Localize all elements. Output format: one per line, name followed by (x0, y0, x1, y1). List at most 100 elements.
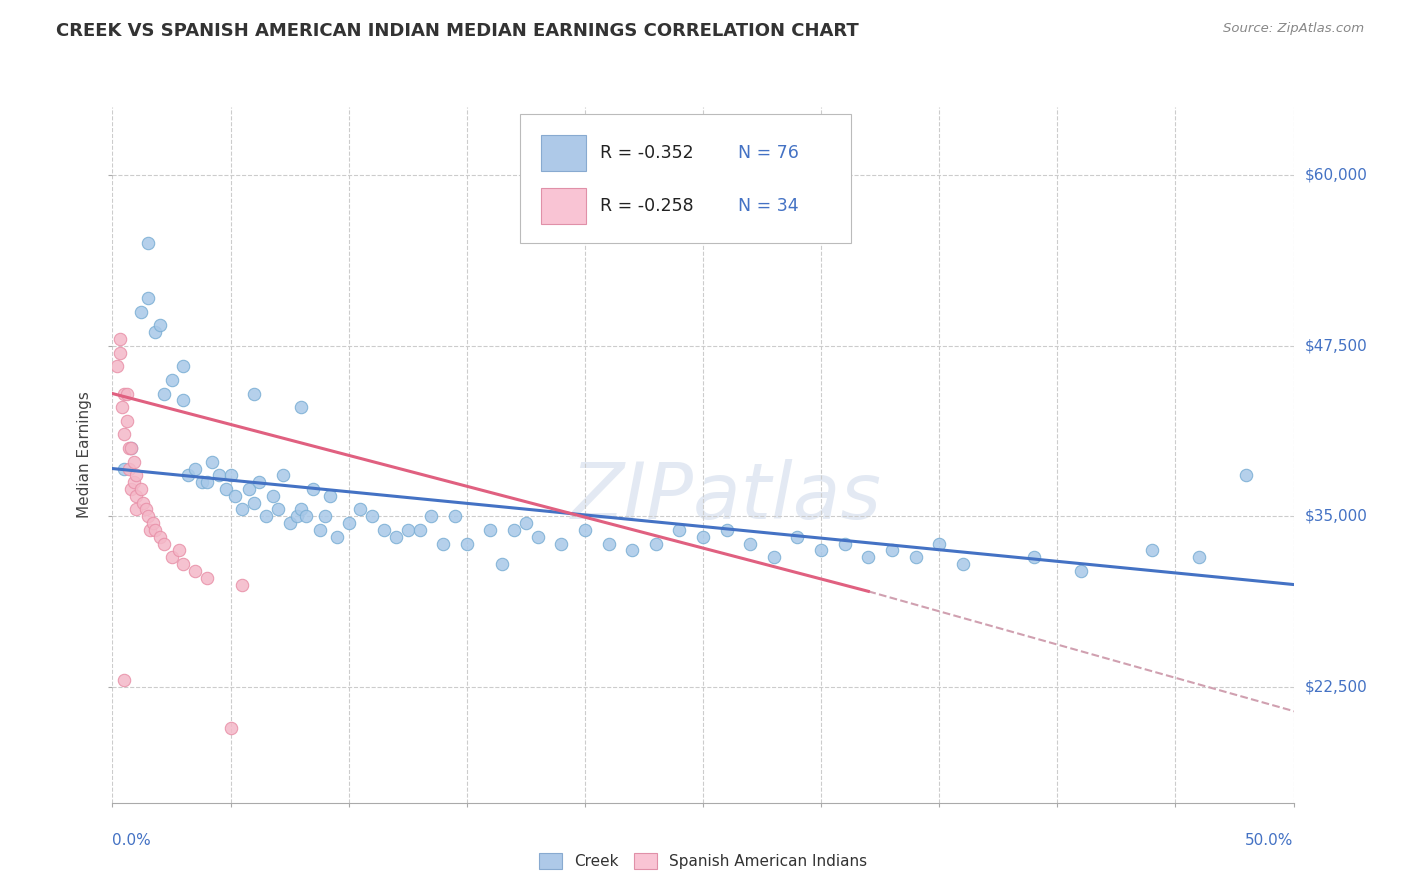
Point (115, 386, 138, 401)
Point (129, 482, 152, 496)
FancyBboxPatch shape (541, 135, 586, 171)
Point (143, 523, 166, 537)
Point (160, 550, 183, 565)
Point (172, 557, 194, 571)
Legend: Creek, Spanish American Indians: Creek, Spanish American Indians (533, 847, 873, 875)
Point (132, 496, 155, 510)
Point (129, 304, 152, 318)
Point (122, 455, 145, 469)
Point (184, 564, 207, 578)
Point (349, 502, 371, 516)
Point (309, 523, 332, 537)
FancyBboxPatch shape (520, 114, 851, 243)
Point (243, 496, 266, 510)
Point (550, 536, 572, 550)
Point (177, 468, 200, 483)
Point (574, 523, 596, 537)
Point (108, 345, 131, 359)
Point (224, 489, 246, 503)
Point (668, 523, 690, 537)
Point (762, 550, 785, 565)
Point (1140, 543, 1163, 558)
Point (139, 523, 162, 537)
Point (112, 461, 135, 475)
Text: CREEK VS SPANISH AMERICAN INDIAN MEDIAN EARNINGS CORRELATION CHART: CREEK VS SPANISH AMERICAN INDIAN MEDIAN … (56, 22, 859, 40)
Point (373, 523, 395, 537)
Point (396, 523, 419, 537)
Point (208, 468, 231, 483)
Point (243, 386, 266, 401)
Point (285, 509, 308, 524)
Point (231, 577, 253, 591)
Point (444, 509, 467, 524)
Point (238, 482, 260, 496)
Point (118, 441, 141, 455)
Point (153, 386, 176, 401)
Point (479, 523, 502, 537)
Point (278, 516, 301, 530)
Point (262, 489, 284, 503)
Text: $22,500: $22,500 (1305, 680, 1368, 694)
Point (326, 530, 349, 544)
Point (120, 441, 142, 455)
Text: N = 76: N = 76 (738, 144, 799, 162)
Point (290, 400, 312, 414)
Point (136, 291, 159, 305)
Point (167, 543, 190, 558)
Point (195, 475, 218, 490)
Point (267, 502, 290, 516)
Point (115, 414, 138, 428)
Point (254, 509, 277, 524)
Point (952, 557, 974, 571)
FancyBboxPatch shape (541, 187, 586, 224)
Point (491, 557, 513, 571)
Point (928, 536, 950, 550)
Point (1070, 564, 1092, 578)
Point (420, 509, 443, 524)
Point (526, 530, 548, 544)
Point (135, 502, 157, 516)
Point (644, 536, 666, 550)
Point (231, 502, 253, 516)
Point (108, 332, 131, 346)
Text: N = 34: N = 34 (738, 197, 799, 215)
Point (834, 536, 856, 550)
Point (219, 468, 242, 483)
Point (880, 543, 903, 558)
Point (598, 536, 620, 550)
Point (153, 536, 176, 550)
Point (142, 516, 165, 530)
Point (302, 482, 325, 496)
Point (337, 516, 360, 530)
Point (149, 318, 172, 333)
Point (1234, 468, 1257, 483)
Text: $35,000: $35,000 (1305, 508, 1368, 524)
Point (125, 502, 148, 516)
Y-axis label: Median Earnings: Median Earnings (77, 392, 93, 518)
Text: 50.0%: 50.0% (1246, 833, 1294, 848)
Point (120, 482, 142, 496)
Text: ZIPatlas: ZIPatlas (571, 458, 882, 534)
Text: $60,000: $60,000 (1305, 168, 1368, 183)
Point (904, 550, 927, 565)
Point (247, 475, 270, 490)
Point (112, 386, 135, 401)
Point (125, 468, 148, 483)
Point (295, 509, 318, 524)
Point (515, 516, 537, 530)
Point (408, 523, 430, 537)
Point (740, 536, 762, 550)
Point (122, 475, 145, 490)
Point (112, 427, 135, 442)
Point (136, 236, 159, 251)
Point (314, 509, 336, 524)
Point (160, 373, 183, 387)
Point (716, 523, 738, 537)
Point (184, 461, 207, 475)
Point (432, 536, 454, 550)
Point (456, 536, 478, 550)
Point (219, 721, 242, 735)
Point (503, 523, 526, 537)
Text: $47,500: $47,500 (1305, 338, 1368, 353)
Point (136, 509, 159, 524)
